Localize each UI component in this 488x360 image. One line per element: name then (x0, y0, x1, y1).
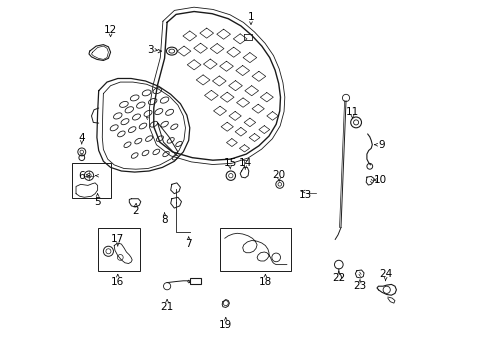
Text: 24: 24 (378, 269, 391, 279)
Text: 1: 1 (247, 12, 254, 22)
Text: 5: 5 (94, 197, 101, 207)
Text: 19: 19 (219, 320, 232, 330)
Text: 2: 2 (132, 206, 139, 216)
Bar (189, 278, 200, 284)
Text: 4: 4 (78, 132, 85, 143)
Bar (220, 228, 291, 271)
Bar (72, 163, 111, 198)
Text: 6: 6 (78, 171, 85, 181)
Text: 8: 8 (161, 215, 167, 225)
Text: 9: 9 (377, 140, 384, 150)
Text: 13: 13 (298, 190, 311, 200)
Text: 18: 18 (258, 276, 271, 287)
Text: 22: 22 (331, 273, 345, 283)
Text: 3: 3 (146, 45, 153, 55)
Text: 21: 21 (160, 302, 173, 312)
Text: 17: 17 (111, 234, 124, 244)
Text: 7: 7 (185, 239, 192, 249)
Text: 10: 10 (373, 175, 386, 185)
Text: 12: 12 (104, 24, 117, 35)
Text: 23: 23 (352, 281, 366, 291)
Text: 14: 14 (238, 158, 251, 168)
Text: 15: 15 (223, 158, 236, 168)
Bar (98, 228, 140, 271)
Text: 20: 20 (272, 170, 285, 180)
Text: 11: 11 (345, 107, 358, 117)
Text: 16: 16 (111, 276, 124, 287)
